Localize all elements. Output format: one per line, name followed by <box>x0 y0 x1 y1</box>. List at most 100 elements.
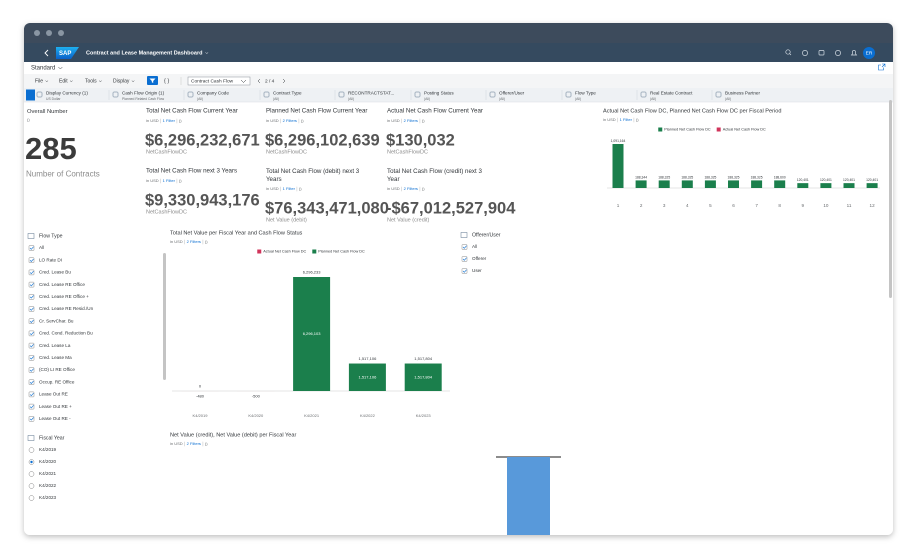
tile-title: Planned Net Cash Flow Current Year <box>266 108 367 115</box>
bar[interactable] <box>751 180 763 188</box>
menu[interactable]: Edit <box>59 79 68 85</box>
checkbox[interactable] <box>28 379 35 385</box>
icon[interactable] <box>802 50 808 56</box>
checkbox[interactable] <box>28 416 35 422</box>
back-button[interactable] <box>44 49 49 57</box>
help-icon[interactable] <box>835 50 841 56</box>
menu[interactable]: Tools <box>85 79 97 85</box>
app-title[interactable]: Contract and Lease Management Dashboard <box>86 50 202 56</box>
subtitle-filters[interactable]: 2 Filters <box>283 118 297 123</box>
checkbox[interactable] <box>28 318 35 324</box>
checkbox[interactable] <box>28 269 35 276</box>
filter-label[interactable]: Flow Type <box>575 91 596 96</box>
variant-name[interactable]: Standard <box>31 66 55 72</box>
checkbox[interactable] <box>461 268 468 274</box>
list-item: Offerer <box>472 256 487 261</box>
checkbox[interactable] <box>28 367 35 373</box>
radio[interactable] <box>28 495 35 501</box>
scrollbar[interactable] <box>889 100 892 298</box>
search-icon[interactable] <box>785 49 791 55</box>
icon[interactable] <box>818 50 825 56</box>
bar[interactable] <box>774 180 786 188</box>
filter-label[interactable]: Display Currency (1) <box>46 91 88 96</box>
subtitle-filters[interactable]: 1 Filter <box>283 186 296 191</box>
bar[interactable] <box>348 363 386 391</box>
checkbox[interactable] <box>28 391 35 398</box>
bar[interactable] <box>658 180 670 188</box>
filter-label[interactable]: RECONTRACTSTAT... <box>348 91 394 96</box>
checkbox[interactable] <box>28 330 35 337</box>
radio[interactable] <box>28 483 35 489</box>
list-item: LO Rate DI <box>39 257 62 262</box>
bar[interactable] <box>404 363 442 391</box>
share-icon[interactable] <box>878 63 886 71</box>
bar[interactable] <box>728 180 739 188</box>
scrollbar[interactable] <box>163 253 166 380</box>
checkbox[interactable] <box>461 244 468 250</box>
checkbox[interactable] <box>461 256 468 262</box>
bar[interactable] <box>843 183 855 188</box>
list-item: Cred. Lease RE Office + <box>39 294 89 299</box>
subtitle-scope: () <box>422 118 425 123</box>
filter-label[interactable]: Offerer/User <box>499 91 525 96</box>
formula-icon[interactable]: { } <box>164 78 169 84</box>
window-dot[interactable] <box>58 30 64 36</box>
tile-title: Overall Number <box>27 109 68 115</box>
notification-icon[interactable] <box>850 50 858 56</box>
checkbox[interactable] <box>28 306 35 312</box>
filter-bar-toggle[interactable] <box>26 89 35 101</box>
subtitle-unit: in USD <box>146 178 159 183</box>
checkbox[interactable] <box>28 294 35 300</box>
prev-page[interactable] <box>257 78 261 84</box>
window-dot[interactable] <box>34 30 40 36</box>
check-mark <box>29 283 34 287</box>
bar[interactable] <box>866 183 878 188</box>
bar[interactable] <box>681 180 693 188</box>
subtitle-filters[interactable]: 2 Filters <box>187 441 201 446</box>
select-box[interactable] <box>187 76 251 86</box>
checkbox[interactable] <box>28 403 35 410</box>
bar[interactable] <box>507 457 550 547</box>
checkbox[interactable] <box>28 245 35 251</box>
radio[interactable] <box>28 471 35 477</box>
bar[interactable] <box>293 277 331 391</box>
subtitle-unit: in USD <box>266 118 279 123</box>
subtitle-filters[interactable]: 2 Filters <box>404 186 418 191</box>
filter-icon <box>149 78 156 83</box>
filter-label[interactable]: Company Code <box>197 91 229 96</box>
subtitle-scope: () <box>205 441 208 446</box>
bar[interactable] <box>820 183 832 188</box>
radio[interactable] <box>28 447 35 453</box>
filter-value: (All) <box>650 97 656 101</box>
bar[interactable] <box>797 183 809 188</box>
subtitle-filters[interactable]: 1 Filter <box>620 117 633 122</box>
subtitle-filters[interactable]: 1 Filter <box>163 178 176 183</box>
menu[interactable]: Display <box>113 79 130 85</box>
checkbox[interactable] <box>28 281 35 288</box>
tile-scope: () <box>27 117 30 122</box>
filter-icon <box>565 91 572 98</box>
bar[interactable] <box>704 180 716 188</box>
avatar[interactable] <box>863 47 875 59</box>
subtitle-filters[interactable]: 2 Filters <box>404 118 418 123</box>
next-page[interactable] <box>282 78 286 84</box>
bar[interactable] <box>635 180 647 188</box>
checkbox[interactable] <box>28 257 35 263</box>
filter-label[interactable]: Posting Status <box>424 91 454 96</box>
filter-label[interactable]: Cash Flow Origin (1) <box>122 91 165 96</box>
filter-label[interactable]: Business Partner <box>725 91 760 96</box>
checkbox[interactable] <box>28 355 35 361</box>
filter-label[interactable]: Contract Type <box>273 91 302 96</box>
subtitle-filters[interactable]: 1 Filter <box>163 118 176 123</box>
menu[interactable]: File <box>35 79 43 85</box>
checkbox[interactable] <box>28 342 35 349</box>
x-tick-label: 6 <box>732 203 735 208</box>
filter-value: (All) <box>273 97 279 101</box>
subtitle-filters[interactable]: 2 Filters <box>187 239 201 244</box>
window-dot[interactable] <box>46 30 52 36</box>
filter-label[interactable]: Real Estate Contract <box>650 91 693 96</box>
bar[interactable] <box>612 144 624 188</box>
filter-value: (All) <box>499 97 505 101</box>
check-mark <box>29 368 34 372</box>
list-item: Lease Out RE <box>39 392 68 397</box>
